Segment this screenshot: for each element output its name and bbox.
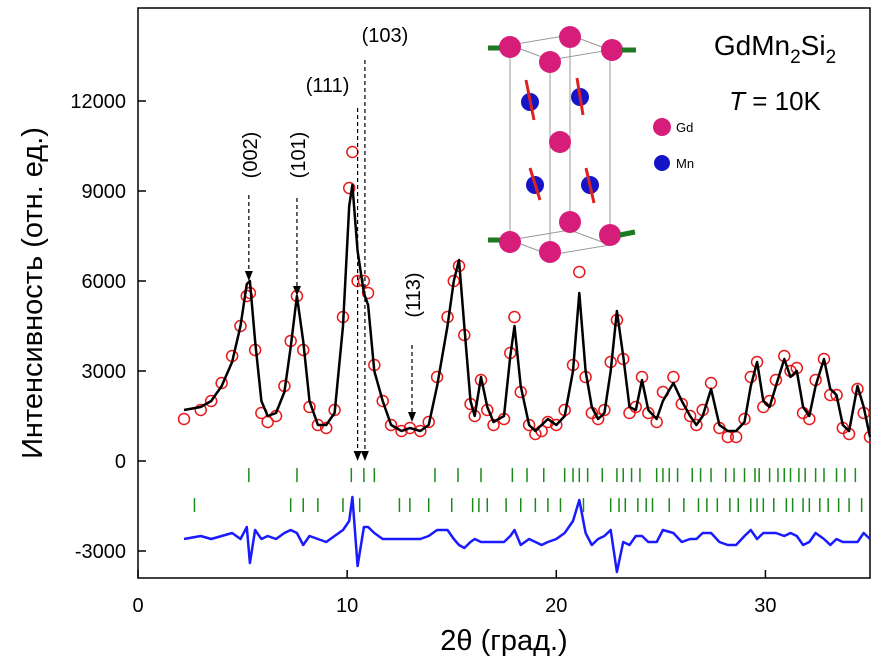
y-tick-label: 6000 bbox=[82, 271, 127, 293]
y-tick-label: -3000 bbox=[75, 541, 126, 563]
y-tick-label: 0 bbox=[115, 451, 126, 473]
observed-point bbox=[574, 267, 585, 278]
annotation-label: (111) bbox=[306, 75, 350, 97]
annotation-label: (103) bbox=[362, 25, 409, 47]
x-tick-label: 20 bbox=[545, 595, 567, 617]
annotation-label: (101) bbox=[288, 132, 310, 179]
inset-legend-label: Gd bbox=[676, 120, 693, 135]
observed-point bbox=[668, 372, 679, 383]
calculated-line bbox=[184, 185, 870, 437]
x-tick-label: 0 bbox=[132, 595, 143, 617]
x-tick-label: 30 bbox=[754, 595, 776, 617]
arrow-head bbox=[408, 412, 416, 422]
title-part: GdMn bbox=[714, 30, 790, 61]
title-part: Si bbox=[801, 30, 826, 61]
chart-title: GdMn2Si2 bbox=[714, 30, 836, 68]
y-tick-label: 12000 bbox=[70, 91, 126, 113]
x-axis-label: 2θ (град.) bbox=[440, 625, 567, 657]
x-tick-label: 10 bbox=[336, 595, 358, 617]
inset-legend-label: Mn bbox=[676, 156, 694, 171]
observed-point bbox=[179, 414, 190, 425]
y-axis-label: Интенсивность (отн. ед.) bbox=[17, 127, 49, 459]
y-tick-label: 3000 bbox=[82, 361, 127, 383]
annotation-label: (113) bbox=[403, 272, 425, 317]
arrow-head bbox=[361, 451, 369, 461]
observed-point bbox=[509, 312, 520, 323]
arrow-head bbox=[245, 271, 253, 281]
observed-point bbox=[347, 147, 358, 158]
annotation-label: (002) bbox=[240, 132, 262, 179]
y-tick-label: 9000 bbox=[82, 181, 127, 203]
title-part: 2 bbox=[790, 47, 801, 68]
arrow-head bbox=[354, 451, 362, 461]
difference-line bbox=[184, 497, 870, 572]
observed-point bbox=[706, 378, 717, 389]
crystal-inset: Gd Mn bbox=[488, 26, 694, 263]
subtitle-part: = 10K bbox=[745, 86, 822, 116]
chart-subtitle: T = 10K bbox=[729, 86, 821, 116]
observed-point bbox=[731, 432, 742, 443]
title-part: 2 bbox=[826, 47, 837, 68]
